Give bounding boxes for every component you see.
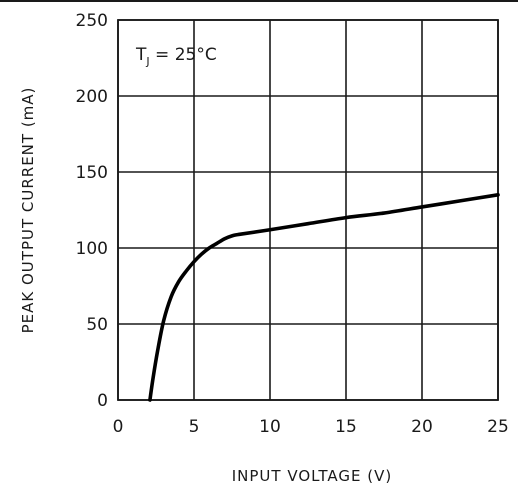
- grid-lines: [117, 19, 499, 401]
- y-tick-label-5: 250: [76, 11, 108, 31]
- temperature-annotation: TJ = 25°C: [135, 45, 217, 68]
- x-tick-label-1: 5: [189, 417, 200, 437]
- y-tick-labels: 0 50 100 150 200 250: [76, 11, 108, 411]
- x-tick-label-2: 10: [259, 417, 281, 437]
- x-axis-label: INPUT VOLTAGE (V): [232, 467, 393, 485]
- y-axis-label: PEAK OUTPUT CURRENT (mA): [19, 87, 37, 334]
- x-tick-label-5: 25: [487, 417, 509, 437]
- annotation-rest: = 25°C: [150, 45, 217, 65]
- y-tick-label-2: 100: [76, 239, 108, 259]
- x-tick-label-4: 20: [411, 417, 433, 437]
- plot-frame: [117, 19, 499, 401]
- x-tick-label-3: 15: [335, 417, 357, 437]
- y-tick-label-4: 200: [76, 87, 108, 107]
- x-tick-labels: 0 5 10 15 20 25: [113, 417, 509, 437]
- series-line-0: [148, 193, 500, 402]
- top-rule: [0, 0, 518, 2]
- x-tick-label-0: 0: [113, 417, 124, 437]
- annotation-main: T: [135, 45, 147, 65]
- curve-layer: [148, 193, 500, 402]
- y-tick-label-0: 0: [97, 391, 108, 411]
- y-tick-label-1: 50: [86, 315, 108, 335]
- y-tick-label-3: 150: [76, 163, 108, 183]
- annotation-subscript: J: [145, 55, 149, 68]
